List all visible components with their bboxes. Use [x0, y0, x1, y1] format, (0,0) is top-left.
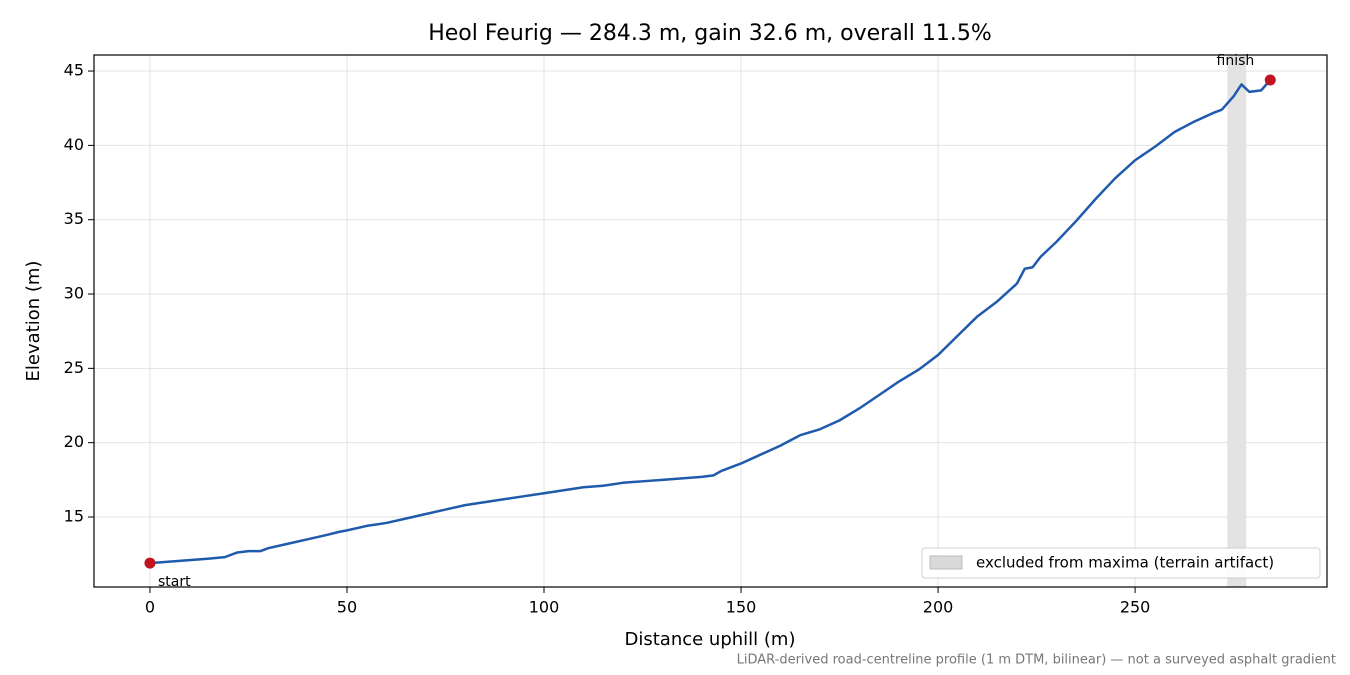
excluded-span [1227, 55, 1247, 587]
x-axis-label: Distance uphill (m) [625, 629, 796, 650]
profile-line [149, 79, 1272, 565]
x-tick-label: 50 [337, 598, 357, 617]
x-tick-label: 200 [923, 598, 954, 617]
finish-marker [1264, 74, 1276, 86]
y-tick-label: 35 [64, 209, 84, 228]
start-marker [144, 557, 156, 569]
y-tick-label: 15 [64, 506, 84, 525]
legend-label: excluded from maxima (terrain artifact) [976, 554, 1274, 572]
x-tick-label: 0 [145, 598, 155, 617]
y-axis-label: Elevation (m) [23, 261, 44, 382]
y-tick-label: 45 [64, 61, 84, 80]
y-tick-label: 30 [64, 284, 84, 303]
y-tick-label: 40 [64, 135, 84, 154]
y-tick-label: 25 [64, 358, 84, 377]
start-label: start [158, 574, 191, 590]
x-tick-label: 150 [726, 598, 757, 617]
finish-label: finish [1217, 53, 1255, 69]
legend-box [921, 547, 1321, 579]
chart-title: Heol Feurig — 284.3 m, gain 32.6 m, over… [428, 21, 992, 46]
footnote: LiDAR-derived road-centreline profile (1… [737, 653, 1336, 668]
y-tick-label: 20 [64, 432, 84, 451]
x-tick-label: 100 [529, 598, 560, 617]
x-tick-label: 250 [1120, 598, 1151, 617]
plot-frame [93, 54, 1328, 588]
legend-swatch [929, 555, 963, 570]
